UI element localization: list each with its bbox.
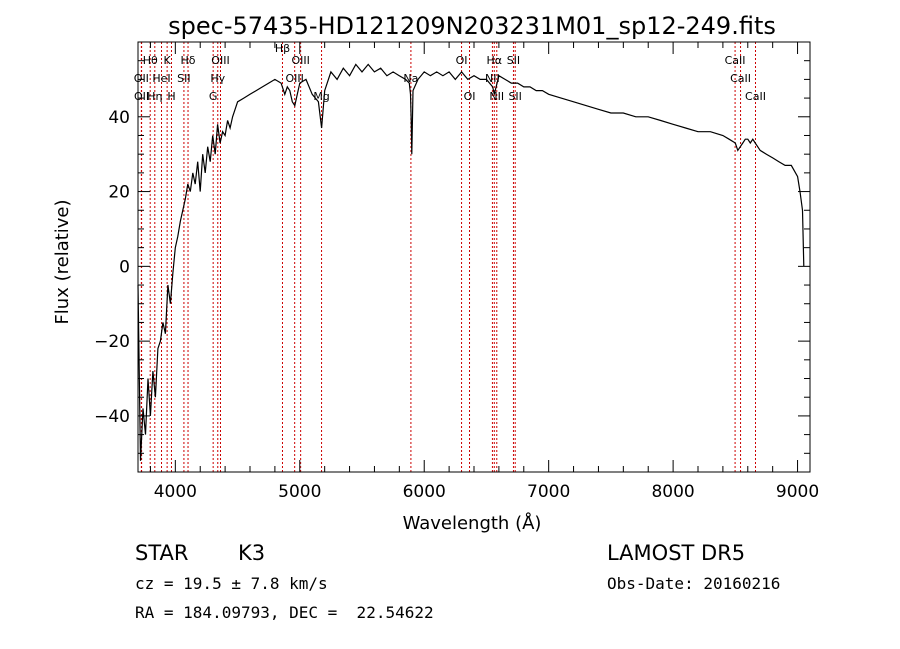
object-type: STAR <box>135 541 189 565</box>
y-tick-label-2: 0 <box>119 257 130 277</box>
y-tick-label-4: 40 <box>108 108 130 128</box>
x-axis-label: Wavelength (Å) <box>403 512 542 534</box>
line-label-8: SII <box>177 72 190 85</box>
line-label-7: Hδ <box>181 54 196 67</box>
line-label-3: OII <box>134 90 149 103</box>
y-tick-label-1: −20 <box>94 332 130 352</box>
line-label-25: CaII <box>730 72 751 85</box>
line-label-1: OII <box>134 72 149 85</box>
line-label-22: NII <box>489 90 504 103</box>
line-label-0: Hθ <box>143 54 158 67</box>
line-label-11: G <box>209 90 218 103</box>
object-subclass: K3 <box>238 541 266 565</box>
x-axis-ticks: 4000 5000 6000 7000 8000 9000 <box>149 42 819 502</box>
line-label-13: OIII <box>285 72 303 85</box>
spectrum-line <box>137 63 805 461</box>
y-axis-ticks: −40 −20 0 20 40 <box>94 60 810 454</box>
obs-date: Obs-Date: 20160216 <box>607 574 781 593</box>
x-tick-label-4: 8000 <box>651 482 694 502</box>
survey-name: LAMOST DR5 <box>607 541 746 565</box>
line-label-9: OIII <box>211 54 229 67</box>
redshift-value: cz = 19.5 ± 7.8 km/s <box>135 574 328 593</box>
line-label-14: Mg <box>313 90 329 103</box>
line-label-23: SII <box>508 90 521 103</box>
x-tick-label-2: 6000 <box>403 482 446 502</box>
line-label-17: OI <box>456 54 468 67</box>
line-label-6: H <box>167 90 175 103</box>
y-tick-label-3: 20 <box>108 183 130 203</box>
x-tick-label-5: 9000 <box>776 482 819 502</box>
line-label-10: Hγ <box>210 72 225 85</box>
line-label-4: K <box>164 54 172 67</box>
plot-frame <box>137 41 811 473</box>
line-label-15: Hβ <box>275 42 290 55</box>
chart-title: spec-57435-HD121209N203231M01_sp12-249.f… <box>168 12 776 40</box>
line-label-19: Hα <box>487 54 503 67</box>
line-label-18: OI <box>464 90 476 103</box>
line-label-24: CaII <box>725 54 746 67</box>
x-tick-label-3: 7000 <box>527 482 570 502</box>
line-label-26: CaII <box>745 90 766 103</box>
emission-line-markers <box>140 42 756 472</box>
line-label-21: SII <box>507 54 520 67</box>
line-label-2: Hη <box>147 90 162 103</box>
y-axis-label: Flux (relative) <box>52 199 73 324</box>
line-label-12: OIII <box>291 54 309 67</box>
y-tick-label-0: −40 <box>94 407 130 427</box>
x-tick-label-0: 4000 <box>154 482 197 502</box>
line-label-5: HeI <box>152 72 170 85</box>
x-tick-label-1: 5000 <box>278 482 321 502</box>
coordinates: RA = 184.09793, DEC = 22.54622 <box>135 603 434 622</box>
